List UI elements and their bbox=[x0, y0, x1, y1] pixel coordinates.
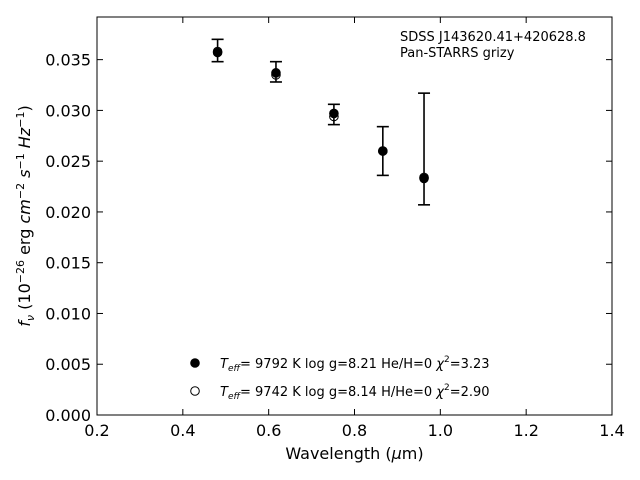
annotation-survey: Pan-STARRS grizy bbox=[400, 46, 515, 61]
x-axis-label: Wavelength (μm) bbox=[285, 444, 423, 463]
y-tick-label: 0.035 bbox=[45, 51, 91, 70]
y-axis-label: fν (10−26 erg cm−2 s−1 Hz−1) bbox=[14, 105, 37, 326]
y-tick-label: 0.030 bbox=[45, 101, 91, 120]
x-tick-label: 0.2 bbox=[84, 421, 109, 440]
model-point-open bbox=[378, 146, 388, 156]
y-tick-label: 0.010 bbox=[45, 304, 91, 323]
plot-layer bbox=[211, 38, 431, 206]
y-tick-label: 0.015 bbox=[45, 254, 91, 273]
model-point-filled bbox=[329, 108, 339, 119]
annotation-object: SDSS J143620.41+420628.8 bbox=[400, 30, 586, 45]
legend-marker-open bbox=[190, 386, 200, 396]
x-tick-label: 1.2 bbox=[513, 421, 538, 440]
model-point-open bbox=[419, 172, 429, 183]
y-tick-label: 0.000 bbox=[45, 406, 91, 425]
model-point-filled bbox=[271, 68, 281, 78]
model-point-open bbox=[271, 70, 281, 80]
y-tick-label: 0.025 bbox=[45, 152, 91, 171]
x-tick-label: 0.4 bbox=[170, 421, 195, 440]
legend-entry: Teff= 9742 K log g=8.14 H/He=0 χ2=2.90 bbox=[220, 383, 490, 402]
model-point-open bbox=[212, 46, 223, 57]
x-tick-label: 1.0 bbox=[428, 421, 453, 440]
model-point-open bbox=[329, 111, 339, 122]
y-axis-ticks: 0.000 0.005 0.010 0.015 0.020 0.025 0.030 0.035 bbox=[45, 51, 612, 425]
y-tick-label: 0.020 bbox=[45, 203, 91, 222]
x-axis-ticks: 0.2 0.4 0.6 0.8 1.0 1.2 1.4 bbox=[84, 17, 625, 440]
legend-marker-filled bbox=[190, 358, 200, 368]
legend-entry: Teff= 9792 K log g=8.21 He/H=0 χ2=3.23 bbox=[220, 355, 490, 374]
plot-frame bbox=[96, 16, 613, 416]
x-tick-label: 0.8 bbox=[342, 421, 367, 440]
y-tick-label: 0.005 bbox=[45, 355, 91, 374]
legend: Teff= 9792 K log g=8.21 He/H=0 χ2=3.23 Te… bbox=[190, 355, 490, 402]
x-tick-label: 0.6 bbox=[256, 421, 281, 440]
x-tick-label: 1.4 bbox=[599, 421, 624, 440]
